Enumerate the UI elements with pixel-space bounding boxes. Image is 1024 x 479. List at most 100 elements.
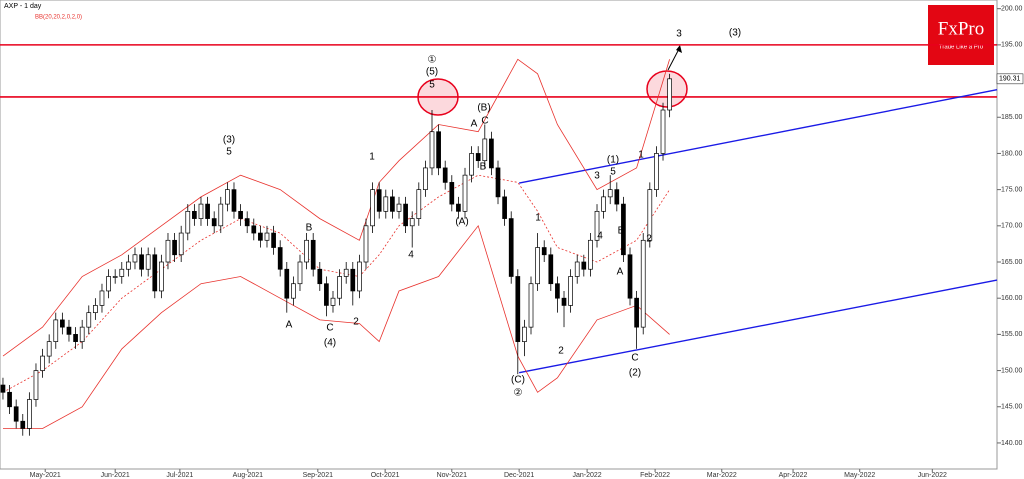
wave-label: (4) — [324, 338, 336, 349]
candle-body — [621, 203, 626, 256]
candle-body — [218, 203, 224, 227]
wave-label: C — [631, 353, 638, 364]
candle-body — [165, 239, 171, 263]
wave-label: A — [286, 320, 293, 331]
candle-body — [396, 203, 402, 212]
last-price-box — [996, 73, 1024, 85]
candle-body — [574, 261, 580, 277]
candle-body — [330, 297, 336, 306]
candle-body — [73, 334, 78, 342]
x-tick-label: Oct-2021 — [371, 472, 400, 479]
wave-label: 5 — [610, 167, 616, 178]
candle-body — [561, 297, 567, 306]
wave-label: (2) — [629, 368, 641, 379]
wave-label: 3 — [676, 29, 682, 40]
candle-body — [660, 109, 666, 154]
candle-body — [291, 283, 296, 299]
candle-body — [231, 189, 237, 212]
candle-body — [475, 153, 481, 162]
candle-body — [548, 254, 554, 285]
wave-label: 4 — [408, 250, 414, 261]
arrow-head — [676, 45, 682, 53]
candle-body — [152, 254, 158, 292]
x-tick-label: Mar-2022 — [707, 472, 737, 479]
candle-body — [667, 78, 672, 111]
candle-body — [647, 189, 653, 241]
bollinger-lower — [3, 224, 670, 429]
candle-body — [46, 341, 52, 357]
candle-body — [244, 218, 250, 227]
candle-body — [522, 326, 527, 342]
candle-body — [607, 189, 613, 198]
candle-body — [27, 399, 32, 429]
candle-body — [515, 276, 521, 342]
candle-body — [317, 268, 323, 285]
candle-body — [640, 239, 646, 328]
candle-body — [634, 297, 639, 328]
logo-tagline: Trade Like a Pro — [939, 45, 984, 51]
candle-body — [403, 203, 408, 227]
candle-body — [132, 254, 138, 263]
candle-body — [297, 261, 303, 285]
candle-body — [20, 420, 26, 429]
candle-body — [112, 276, 118, 278]
candle-body — [277, 247, 283, 270]
wave-label: ② — [514, 388, 523, 399]
candle-body — [93, 305, 98, 314]
candle-body — [145, 254, 151, 270]
candle-body — [581, 261, 587, 270]
candle-body — [423, 167, 428, 190]
x-tick-label: Feb-2022 — [640, 472, 670, 479]
wave-label: 2 — [646, 234, 652, 245]
wave-label: (A) — [455, 217, 468, 228]
candle-body — [482, 138, 488, 162]
wave-label: B — [618, 226, 625, 237]
candle-body — [555, 283, 560, 299]
y-tick-label: 170.00 — [1001, 223, 1023, 230]
candle-body — [258, 232, 263, 241]
channel-line — [518, 279, 998, 374]
candle-body — [442, 167, 448, 183]
candle-body — [436, 131, 441, 169]
candle-body — [337, 276, 342, 299]
candle-body — [376, 189, 382, 212]
candle-body — [627, 254, 633, 299]
wave-label: B — [306, 223, 313, 234]
candle-body — [310, 239, 316, 270]
candle-body — [106, 276, 111, 292]
candle-body — [449, 182, 455, 205]
highlight-circle — [646, 70, 688, 108]
candle-body — [416, 189, 422, 219]
candle-body — [119, 268, 125, 277]
y-tick-label: 165.00 — [1001, 259, 1023, 266]
logo: FxPro — [938, 18, 984, 39]
candle-body — [251, 225, 257, 234]
candle-body — [33, 370, 39, 400]
wave-label: 5 — [226, 147, 232, 158]
candle-body — [594, 210, 600, 241]
y-tick-label: 185.00 — [1001, 114, 1023, 121]
x-tick-label: Nov-2021 — [437, 472, 467, 479]
candle-body — [172, 239, 177, 256]
candle-body — [541, 247, 547, 256]
candle-body — [0, 384, 6, 393]
wave-label: 1 — [369, 152, 375, 163]
wave-label: 4 — [597, 231, 603, 242]
candle-body — [192, 210, 197, 219]
candle-body — [469, 153, 474, 176]
chart-title: AXP - 1 day — [4, 3, 42, 10]
candle-body — [159, 261, 164, 292]
wave-label: B — [480, 162, 487, 173]
y-tick-label: 150.00 — [1001, 367, 1023, 374]
candle-body — [370, 189, 375, 227]
candle-body — [304, 239, 309, 263]
y-tick-label: 175.00 — [1001, 186, 1023, 193]
candle-body — [53, 319, 59, 342]
last-price: 190.31 — [999, 76, 1021, 83]
candle-body — [357, 261, 362, 292]
y-tick-label: 140.00 — [1001, 440, 1023, 447]
candle-body — [409, 218, 415, 227]
candle-body — [363, 225, 369, 263]
candle-body — [66, 326, 72, 335]
